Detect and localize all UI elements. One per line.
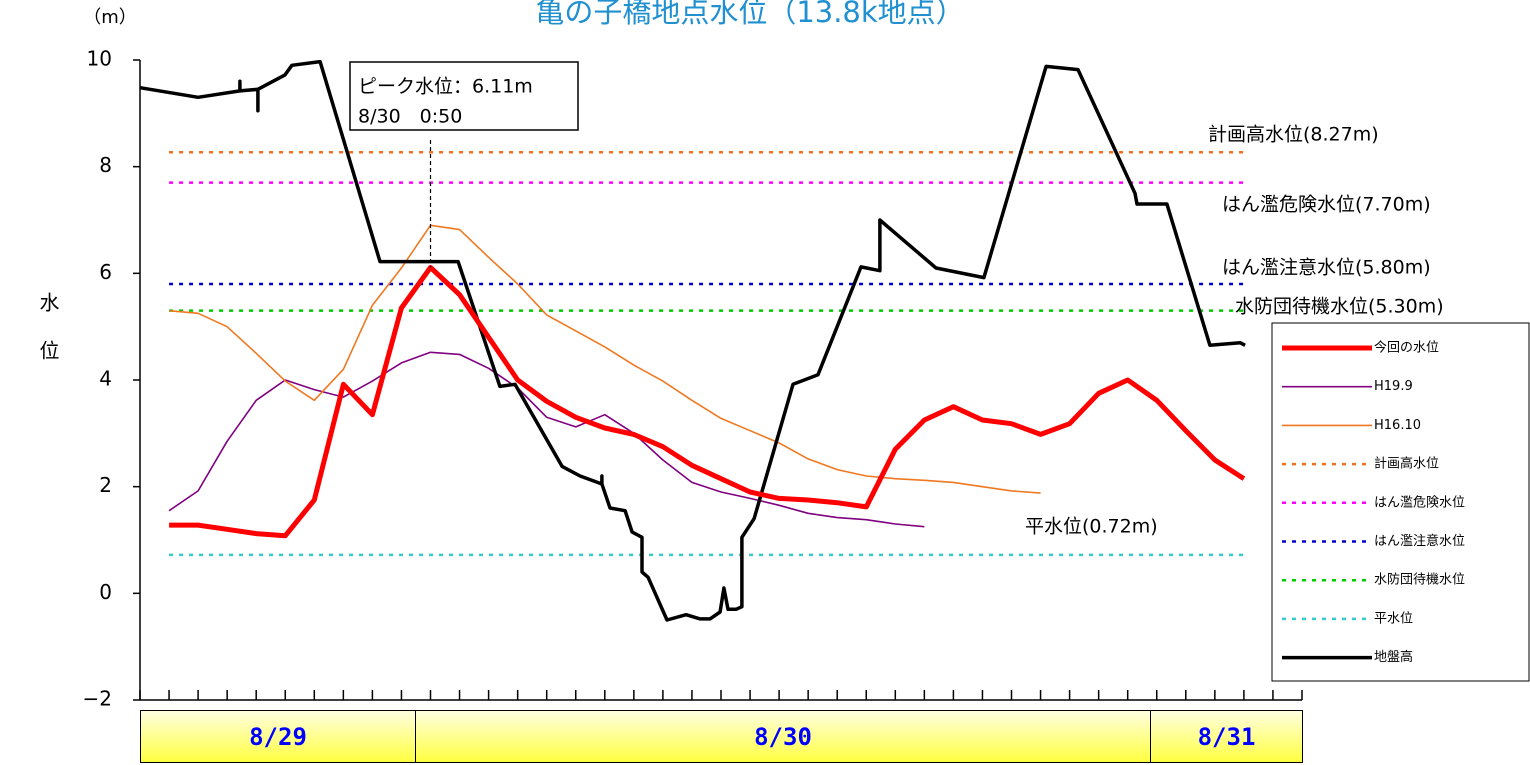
line-series [168,351,925,528]
y-axis-label: 水位 [36,292,60,388]
legend-label: H19.9 [1374,379,1413,394]
y-tick-label: 10 [87,47,112,71]
line-series [169,224,1041,494]
legend: 今回の水位 H19.9 H16.10 計画高水位はん濫危険水位はん濫注意水位水防団待機… [1271,322,1530,682]
reference-label: 平水位(0.72m) [1025,516,1158,538]
legend-label: 平水位 [1374,611,1413,626]
reference-label: はん濫危険水位(7.70m) [1222,194,1431,216]
legend-label: H16.10 [1374,418,1421,433]
legend-label: はん濫注意水位 [1374,533,1465,549]
chart-title: 亀の子橋地点水位（13.8k地点） [535,0,964,29]
y-unit: （m） [83,7,137,28]
line-series [139,59,1246,622]
y-tick-label: −2 [83,687,112,711]
y-tick-label: 4 [99,367,112,391]
legend-label: 今回の水位 [1374,340,1439,356]
reference-label: 水防団待機水位(5.30m) [1235,296,1444,318]
y-tick-label: 8 [99,153,112,177]
annotation-text: ピーク水位：6.11m [358,76,533,98]
date-label: 8/30 [415,710,1151,763]
legend-label: 計画高水位 [1374,456,1439,472]
y-tick-label: 2 [99,473,112,497]
legend-label: 水防団待機水位 [1374,572,1465,588]
y-tick-label: 0 [99,580,112,604]
reference-label: 計画高水位(8.27m) [1208,124,1379,146]
y-tick-label: 6 [99,260,112,284]
annotation-box [349,61,579,131]
annotation-text: 8/30 0:50 [358,106,462,128]
reference-label: はん濫注意水位(5.80m) [1222,257,1431,279]
legend-label: 地盤高 [1374,649,1413,665]
date-label: 8/31 [1150,710,1303,763]
legend-label: はん濫危険水位 [1374,495,1465,510]
date-label: 8/29 [140,710,416,763]
line-series [169,265,1246,539]
